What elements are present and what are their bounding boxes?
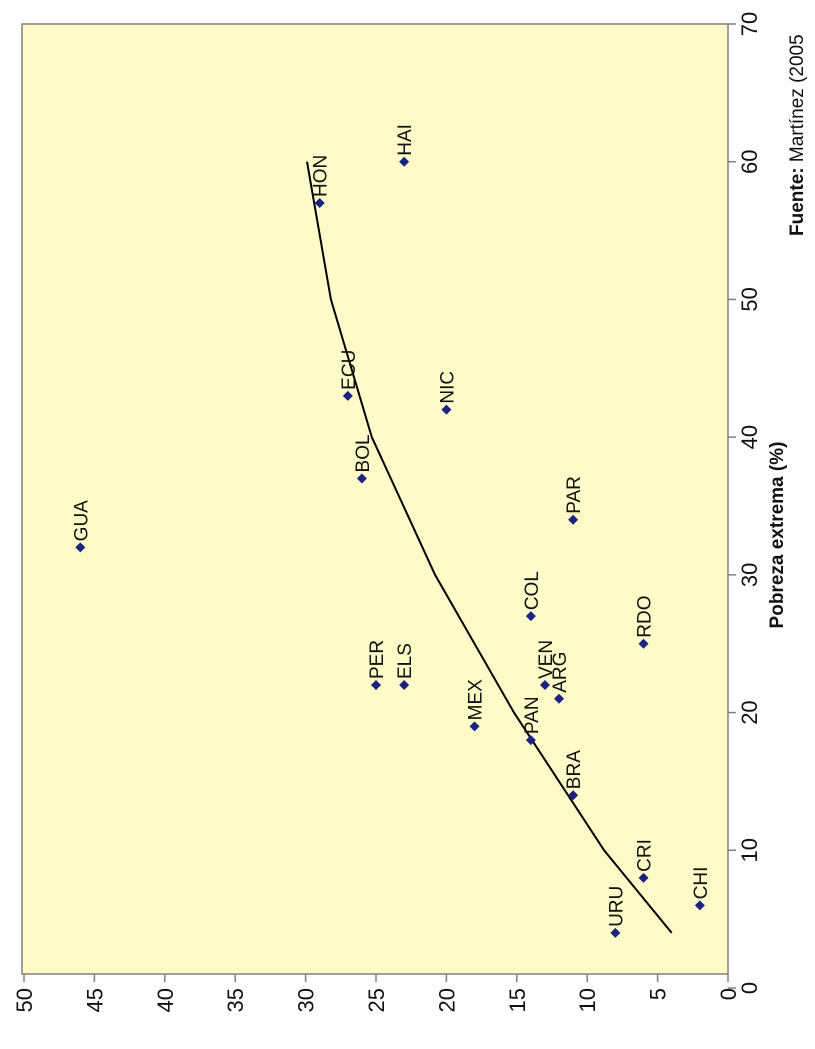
point-marker — [342, 390, 353, 401]
point-marker — [610, 927, 621, 938]
y-tick-label: 35 — [223, 988, 248, 1012]
x-axis-title: Pobreza extrema (%) — [767, 442, 788, 629]
point-marker — [638, 638, 649, 649]
y-tick-label: 40 — [153, 988, 178, 1012]
x-tick-label: 40 — [737, 425, 762, 449]
point-label: BOL — [353, 434, 374, 472]
y-tick-label: 10 — [575, 988, 600, 1012]
point-label: ELS — [395, 643, 416, 679]
point-marker — [399, 680, 410, 691]
x-tick-label: 30 — [737, 563, 762, 587]
point-label: PAN — [522, 696, 543, 734]
y-tick-label: 0 — [716, 988, 741, 1000]
x-axis: 0 10 20 30 40 50 60 70 — [728, 12, 762, 994]
point-marker — [469, 721, 480, 732]
source-text: Martínez (2005 — [787, 34, 808, 167]
y-tick-label: 30 — [294, 988, 319, 1012]
x-tick-label: 0 — [737, 982, 762, 994]
point-label: PAR — [564, 476, 585, 514]
x-tick-label: 60 — [737, 149, 762, 173]
point-marker — [539, 680, 550, 691]
point-marker — [441, 404, 452, 415]
point-label: CRI — [635, 839, 656, 872]
point-marker — [694, 900, 705, 911]
point-marker — [554, 693, 565, 704]
y-tick-label: 45 — [82, 988, 107, 1012]
x-tick-label: 20 — [737, 700, 762, 724]
trendline — [306, 161, 673, 934]
y-tick-label: 5 — [646, 988, 671, 1000]
point-marker — [525, 611, 536, 622]
point-label: URU — [606, 886, 627, 927]
x-tick-label: 10 — [737, 838, 762, 862]
point-marker — [356, 473, 367, 484]
point-marker — [371, 680, 381, 691]
point-label: HAI — [395, 124, 416, 156]
x-tick-label: 50 — [737, 287, 762, 311]
point-label: ECU — [339, 350, 360, 390]
point-label: ARG — [550, 652, 571, 693]
point-label: RDO — [635, 595, 656, 637]
point-marker — [525, 735, 536, 746]
point-marker — [314, 198, 325, 209]
point-label: CHI — [691, 867, 712, 900]
point-label: BRA — [564, 750, 585, 789]
x-tick-label: 70 — [737, 12, 762, 36]
y-tick-label: 50 — [12, 988, 37, 1012]
point-marker — [568, 790, 579, 801]
point-label: GUA — [71, 500, 92, 542]
point-label: MEX — [466, 679, 487, 721]
trendline-path — [306, 161, 673, 934]
source-note: Fuente: Martínez (2005 — [787, 34, 808, 236]
y-tick-label: 15 — [505, 988, 530, 1012]
source-label: Fuente: — [787, 167, 808, 236]
point-marker — [568, 514, 579, 525]
point-marker — [399, 156, 410, 167]
plot-area — [21, 23, 729, 975]
y-tick-label: 20 — [434, 988, 459, 1012]
y-tick-label: 25 — [364, 988, 389, 1012]
point-label: NIC — [437, 371, 458, 404]
point-marker — [638, 872, 649, 883]
point-label: VEN — [536, 640, 557, 679]
y-axis: 0 5 10 15 20 25 30 35 40 45 50 — [12, 974, 741, 1012]
point-label: HON — [311, 155, 332, 197]
point-marker — [75, 542, 86, 553]
point-label: PER — [367, 640, 388, 679]
point-label: COL — [522, 571, 543, 610]
